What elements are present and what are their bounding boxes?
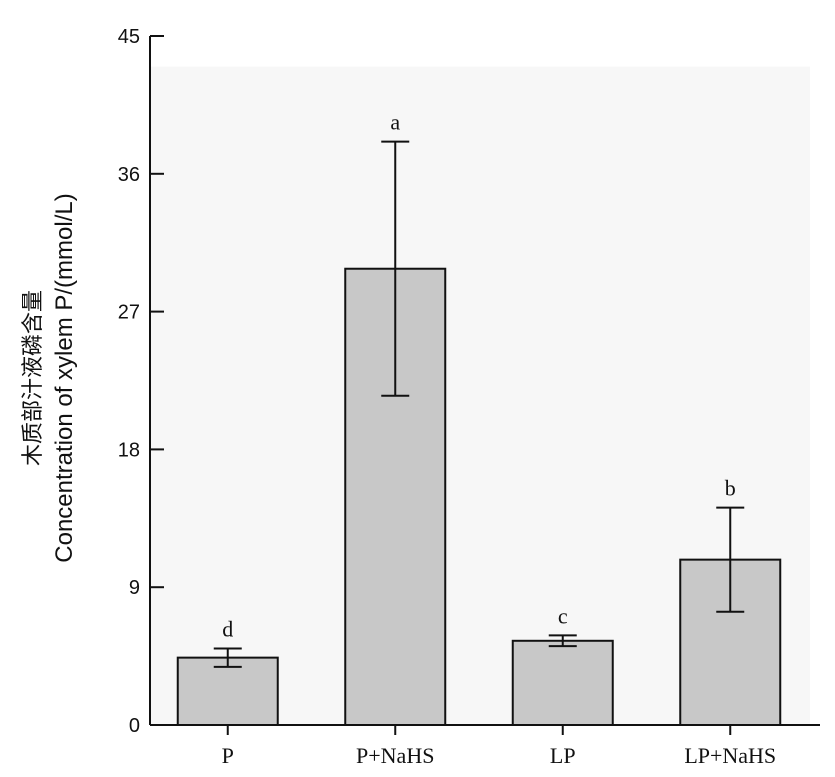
significance-label: b	[725, 476, 736, 501]
y-tick-label: 18	[118, 439, 140, 461]
y-tick-label: 9	[129, 577, 140, 599]
x-category-label: P+NaHS	[356, 743, 434, 768]
bar-lp	[511, 639, 614, 726]
significance-label: c	[558, 603, 568, 628]
y-axis-label-chinese: 木质部汁液磷含量	[21, 290, 46, 466]
y-axis-label-english: Concentration of xylem P/(mmol/L)	[51, 193, 78, 562]
y-tick-label: 0	[129, 715, 140, 737]
bar-p	[176, 656, 279, 726]
x-category-label: LP+NaHS	[684, 743, 776, 768]
y-tick-label: 45	[118, 26, 140, 48]
y-tick-label: 27	[118, 302, 140, 324]
error-bar	[213, 647, 242, 668]
significance-label: a	[390, 110, 400, 135]
error-bar	[381, 140, 410, 397]
error-bar	[548, 634, 577, 648]
significance-label: d	[222, 616, 233, 641]
y-tick-label: 36	[118, 164, 140, 186]
error-bar	[716, 506, 745, 613]
x-category-label: LP	[550, 743, 576, 768]
x-category-label: P	[222, 743, 234, 768]
